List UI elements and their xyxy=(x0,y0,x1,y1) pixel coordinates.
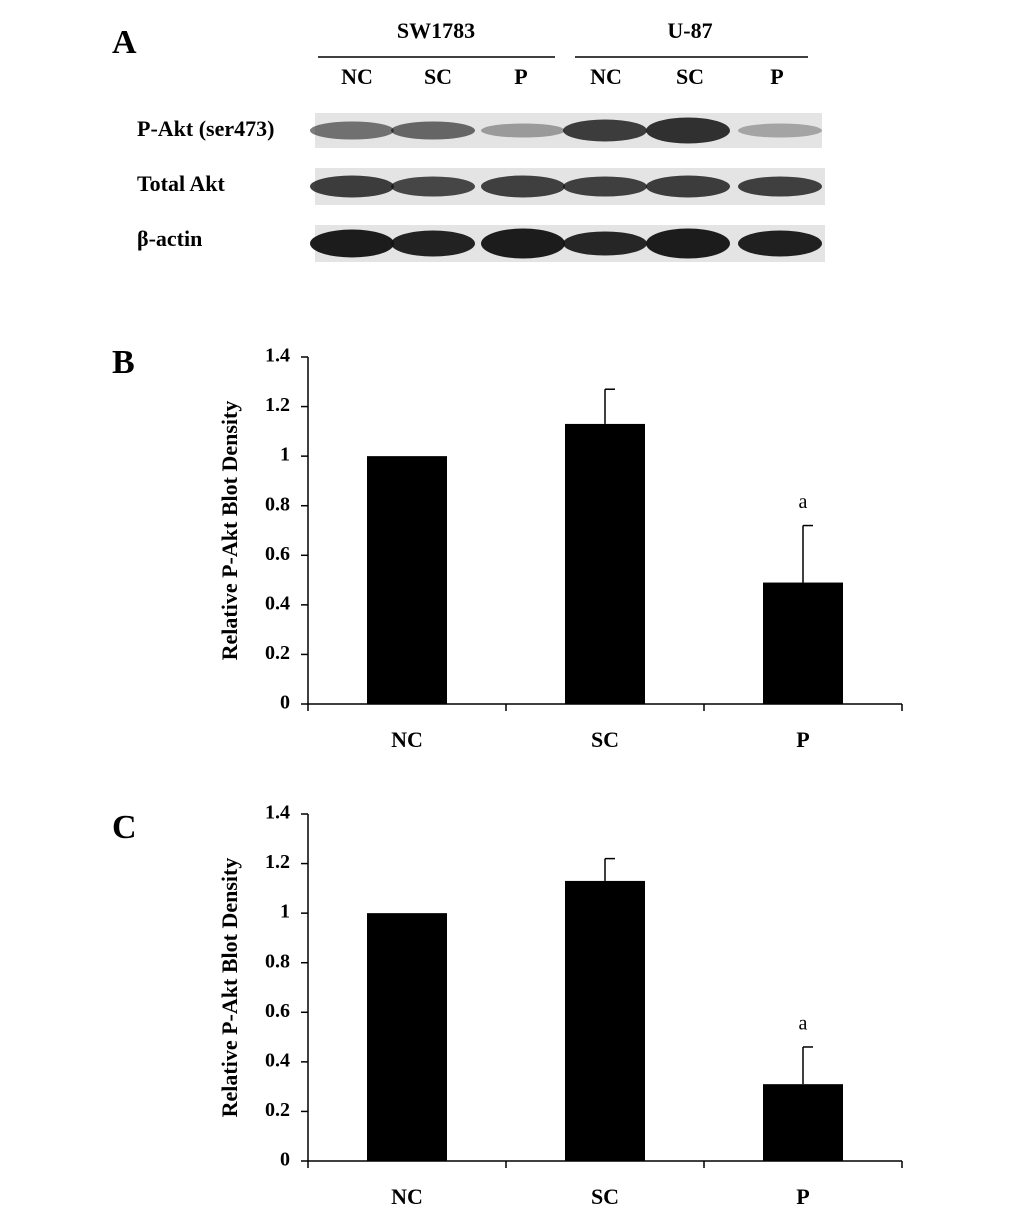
annotation: a xyxy=(799,491,808,513)
x-tick-label: SC xyxy=(591,727,619,752)
lane-label: P xyxy=(514,64,527,89)
annotation: a xyxy=(799,1013,808,1035)
bar xyxy=(763,582,843,704)
y-tick-label: 0.8 xyxy=(265,950,290,972)
blot-band xyxy=(563,231,647,256)
blot-band xyxy=(391,230,475,257)
x-tick-label: NC xyxy=(391,727,423,752)
y-tick-label: 1 xyxy=(280,901,290,923)
blot-image xyxy=(310,113,825,262)
y-tick-label: 0 xyxy=(280,1149,290,1171)
x-tick-label: SC xyxy=(591,1184,619,1209)
lane-label: NC xyxy=(341,64,373,89)
blot-band xyxy=(646,117,730,144)
y-tick-label: 0.6 xyxy=(265,1000,290,1022)
blot-band xyxy=(310,121,394,140)
x-tick-label: P xyxy=(796,727,809,752)
y-tick-label: 0.2 xyxy=(265,642,290,664)
blot-band xyxy=(738,176,822,197)
blot-band xyxy=(310,175,394,198)
y-tick-label: 0.4 xyxy=(265,592,290,614)
panel-a: A SW1783 U-87 NC SC P NC SC P P-Akt (ser… xyxy=(112,18,825,262)
y-tick-label: 1.4 xyxy=(265,345,290,367)
x-tick-label: P xyxy=(796,1184,809,1209)
blot-band xyxy=(563,176,647,197)
lane-label: P xyxy=(770,64,783,89)
panel-label: C xyxy=(112,809,137,846)
blot-band xyxy=(738,123,822,138)
group-label: U-87 xyxy=(667,18,712,43)
lane-label: SC xyxy=(424,64,452,89)
bar xyxy=(763,1084,843,1161)
lane-label: NC xyxy=(590,64,622,89)
blot-band xyxy=(646,175,730,198)
row-label: P-Akt (ser473) xyxy=(137,116,274,141)
blot-band xyxy=(310,229,394,258)
blot-band xyxy=(391,176,475,197)
blot-band xyxy=(563,119,647,142)
bar xyxy=(565,423,645,704)
bar xyxy=(367,913,447,1161)
y-axis-label: Relative P-Akt Blot Density xyxy=(217,401,242,661)
y-tick-label: 1.4 xyxy=(265,802,290,824)
blot-band xyxy=(481,228,565,259)
lane-label: SC xyxy=(676,64,704,89)
blot-band xyxy=(738,230,822,257)
panel-label: A xyxy=(112,24,137,61)
blot-band xyxy=(481,175,565,198)
x-tick-label: NC xyxy=(391,1184,423,1209)
y-tick-label: 0.8 xyxy=(265,493,290,515)
y-tick-label: 1.2 xyxy=(265,851,290,873)
blot-band xyxy=(646,228,730,259)
blot-band xyxy=(391,121,475,140)
y-tick-label: 0.6 xyxy=(265,543,290,565)
blot-band xyxy=(481,123,565,138)
bar xyxy=(367,456,447,704)
y-tick-label: 1.2 xyxy=(265,394,290,416)
group-label: SW1783 xyxy=(397,18,475,43)
row-label: Total Akt xyxy=(137,171,226,196)
y-tick-label: 0 xyxy=(280,692,290,714)
y-tick-label: 0.2 xyxy=(265,1099,290,1121)
row-label: β-actin xyxy=(137,226,202,251)
y-tick-label: 1 xyxy=(280,444,290,466)
y-tick-label: 0.4 xyxy=(265,1049,290,1071)
bar xyxy=(565,880,645,1161)
panel-label: B xyxy=(112,344,135,381)
y-axis-label: Relative P-Akt Blot Density xyxy=(217,858,242,1118)
